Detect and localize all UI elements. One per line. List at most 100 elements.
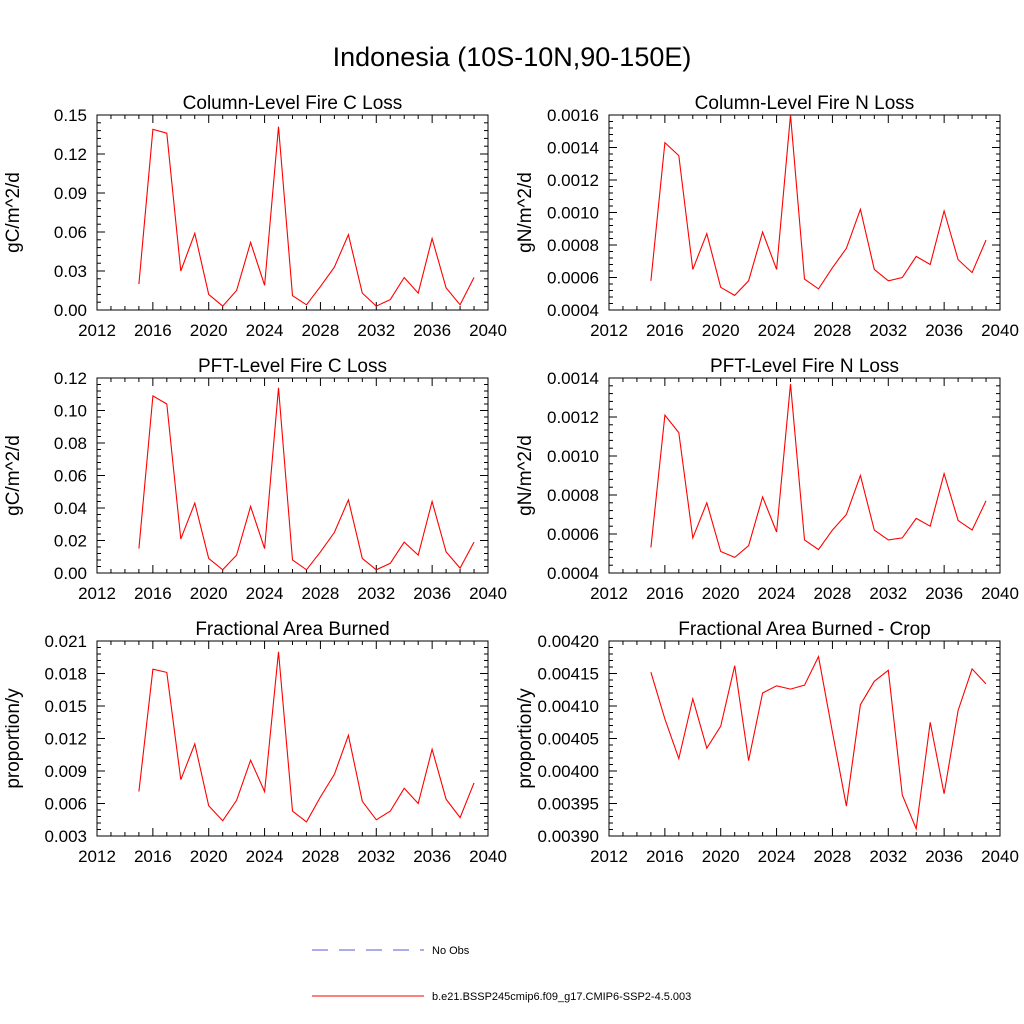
y-tick-label: 0.12: [54, 369, 87, 388]
y-tick-label: 0.00400: [538, 762, 599, 781]
plot-frame: [609, 115, 1000, 310]
x-tick-label: 2024: [758, 584, 796, 603]
plot-frame: [97, 115, 488, 310]
y-tick-label: 0.0008: [547, 486, 599, 505]
y-tick-label: 0.006: [44, 795, 87, 814]
plot-frame: [609, 378, 1000, 573]
y-tick-label: 0.0004: [547, 564, 599, 583]
x-tick-label: 2040: [981, 321, 1019, 340]
x-tick-label: 2020: [190, 847, 228, 866]
y-tick-label: 0.0014: [547, 139, 599, 158]
figure-canvas: Indonesia (10S-10N,90-150E) Column-Level…: [0, 0, 1024, 1024]
x-tick-label: 2016: [134, 584, 172, 603]
x-tick-label: 2024: [246, 584, 284, 603]
x-tick-label: 2024: [758, 321, 796, 340]
x-tick-label: 2012: [78, 321, 116, 340]
x-tick-label: 2012: [590, 321, 628, 340]
x-tick-label: 2040: [981, 584, 1019, 603]
y-tick-label: 0.03: [54, 262, 87, 281]
chart-panel-4: PFT-Level Fire N Loss gN/m^2/d 2012 2016 202…: [515, 356, 1019, 603]
chart-panel-1: Column-Level Fire C Loss gC/m^2/d 2012 2016…: [3, 93, 507, 340]
x-tick-label: 2028: [302, 321, 340, 340]
x-tick-label: 2016: [646, 847, 684, 866]
y-axis-label: gC/m^2/d: [3, 172, 24, 253]
x-tick-label: 2036: [413, 847, 451, 866]
x-tick-label: 2032: [869, 847, 907, 866]
y-tick-label: 0.00: [54, 564, 87, 583]
x-tick-label: 2040: [981, 847, 1019, 866]
plot-frame: [609, 641, 1000, 836]
y-tick-label: 0.00395: [538, 795, 599, 814]
y-tick-label: 0.0006: [547, 525, 599, 544]
x-tick-label: 2040: [469, 584, 507, 603]
panel-title: PFT-Level Fire C Loss: [198, 356, 387, 377]
chart-panel-6: Fractional Area Burned - Crop proportion/…: [515, 619, 1019, 866]
panel-title: Column-Level Fire C Loss: [183, 93, 403, 114]
y-axis-label: gN/m^2/d: [515, 172, 536, 253]
y-tick-label: 0.00405: [538, 730, 599, 749]
legend: No Obs b.e21.BSSP245cmip6.f09_g17.CMIP6-…: [312, 945, 691, 1003]
x-tick-label: 2028: [814, 847, 852, 866]
legend-label-no-obs: No Obs: [432, 945, 470, 957]
y-tick-label: 0.012: [44, 730, 87, 749]
x-tick-label: 2036: [925, 321, 963, 340]
y-tick-label: 0.009: [44, 762, 87, 781]
legend-label-model: b.e21.BSSP245cmip6.f09_g17.CMIP6-SSP2-4.…: [432, 991, 691, 1003]
x-tick-label: 2020: [190, 321, 228, 340]
x-tick-label: 2028: [302, 584, 340, 603]
figure-title: Indonesia (10S-10N,90-150E): [333, 42, 692, 72]
y-tick-label: 0.00410: [538, 697, 599, 716]
y-tick-label: 0.0004: [547, 301, 599, 320]
x-tick-label: 2016: [134, 847, 172, 866]
x-tick-label: 2012: [590, 847, 628, 866]
x-tick-label: 2036: [925, 847, 963, 866]
chart-panel-3: PFT-Level Fire C Loss gC/m^2/d 2012 2016 202…: [3, 356, 507, 603]
y-tick-label: 0.003: [44, 827, 87, 846]
y-axis-label: proportion/y: [515, 688, 536, 789]
x-tick-label: 2020: [702, 584, 740, 603]
y-tick-label: 0.09: [54, 184, 87, 203]
y-axis-label: gC/m^2/d: [3, 435, 24, 516]
x-tick-label: 2016: [646, 321, 684, 340]
x-tick-label: 2028: [814, 584, 852, 603]
x-tick-label: 2028: [814, 321, 852, 340]
y-tick-label: 0.0014: [547, 369, 599, 388]
x-tick-label: 2024: [246, 321, 284, 340]
y-tick-label: 0.00390: [538, 827, 599, 846]
y-tick-label: 0.018: [44, 665, 87, 684]
x-tick-label: 2032: [357, 321, 395, 340]
x-tick-label: 2036: [925, 584, 963, 603]
y-tick-label: 0.0010: [547, 204, 599, 223]
panel-title: Fractional Area Burned: [195, 619, 389, 640]
series-line-1: [139, 127, 474, 306]
x-tick-label: 2036: [413, 584, 451, 603]
y-axis-label: proportion/y: [3, 688, 24, 789]
panel-title: Column-Level Fire N Loss: [695, 93, 915, 114]
y-tick-label: 0.021: [44, 632, 87, 651]
chart-panel-5: Fractional Area Burned proportion/y 2012 20…: [3, 619, 507, 866]
panels: Column-Level Fire C Loss gC/m^2/d 2012 2016…: [3, 93, 1019, 866]
y-tick-label: 0.02: [54, 532, 87, 551]
y-tick-label: 0.015: [44, 697, 87, 716]
x-tick-label: 2016: [134, 321, 172, 340]
series-line-1: [651, 657, 986, 829]
x-tick-label: 2024: [758, 847, 796, 866]
series-line-1: [139, 388, 474, 570]
x-tick-label: 2040: [469, 321, 507, 340]
series-line-1: [651, 115, 986, 295]
y-tick-label: 0.00420: [538, 632, 599, 651]
y-tick-label: 0.06: [54, 467, 87, 486]
y-tick-label: 0.00415: [538, 665, 599, 684]
y-tick-label: 0.04: [54, 499, 87, 518]
x-tick-label: 2040: [469, 847, 507, 866]
panel-title: PFT-Level Fire N Loss: [710, 356, 899, 377]
y-tick-label: 0.00: [54, 301, 87, 320]
y-tick-label: 0.0008: [547, 236, 599, 255]
series-line-1: [651, 384, 986, 558]
x-tick-label: 2028: [302, 847, 340, 866]
x-tick-label: 2032: [869, 584, 907, 603]
y-tick-label: 0.0006: [547, 269, 599, 288]
x-tick-label: 2016: [646, 584, 684, 603]
y-tick-label: 0.08: [54, 434, 87, 453]
x-tick-label: 2032: [357, 584, 395, 603]
